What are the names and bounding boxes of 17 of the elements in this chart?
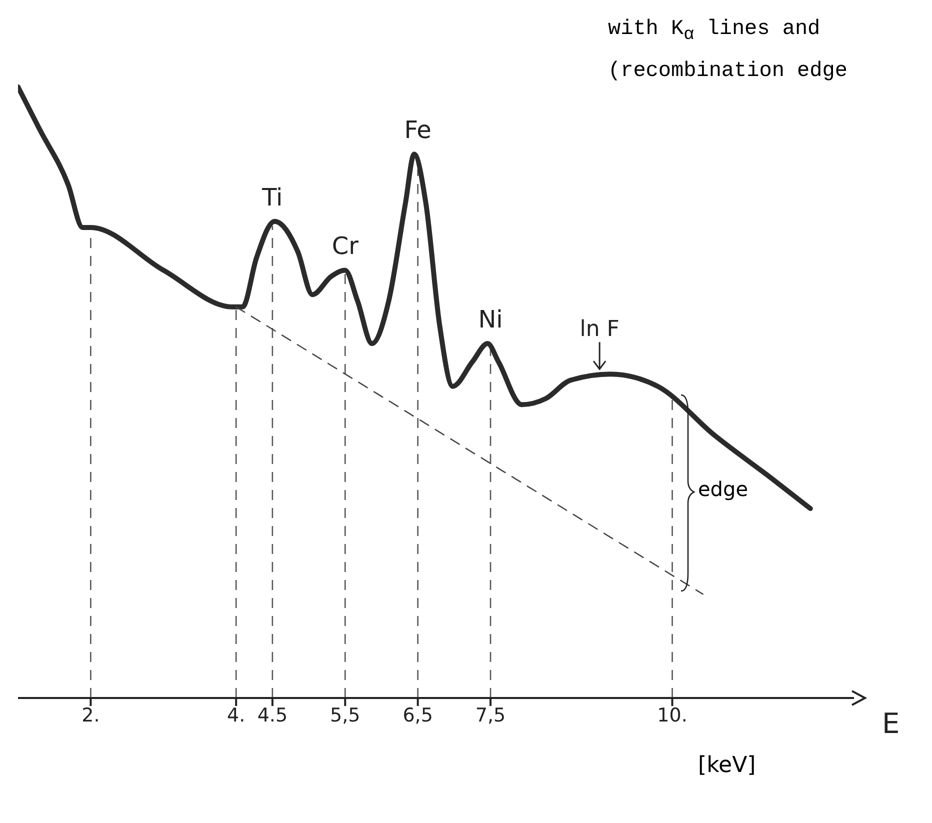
x-tick-label: 5,5 bbox=[330, 704, 360, 726]
annotation: Cr bbox=[332, 232, 359, 260]
annotation: Ti bbox=[261, 183, 283, 212]
x-tick-label: 10. bbox=[657, 704, 688, 726]
annotation: edge bbox=[698, 477, 748, 501]
x-tick-label: 4. bbox=[227, 704, 246, 726]
x-tick-label: 6,5 bbox=[402, 704, 433, 726]
text: (recombination edge bbox=[608, 60, 848, 83]
text: with K$_{α}$ lines and bbox=[608, 18, 820, 46]
text: [keV] bbox=[698, 753, 756, 778]
x-tick-label: 4.5 bbox=[257, 704, 288, 726]
annotation: ln F bbox=[580, 317, 620, 342]
annotation: Fe bbox=[404, 116, 432, 144]
x-axis-title: E bbox=[882, 706, 900, 740]
annotation: Ni bbox=[478, 306, 503, 334]
x-tick-label: 2. bbox=[82, 704, 100, 726]
x-tick-label: 7,5 bbox=[475, 704, 506, 726]
